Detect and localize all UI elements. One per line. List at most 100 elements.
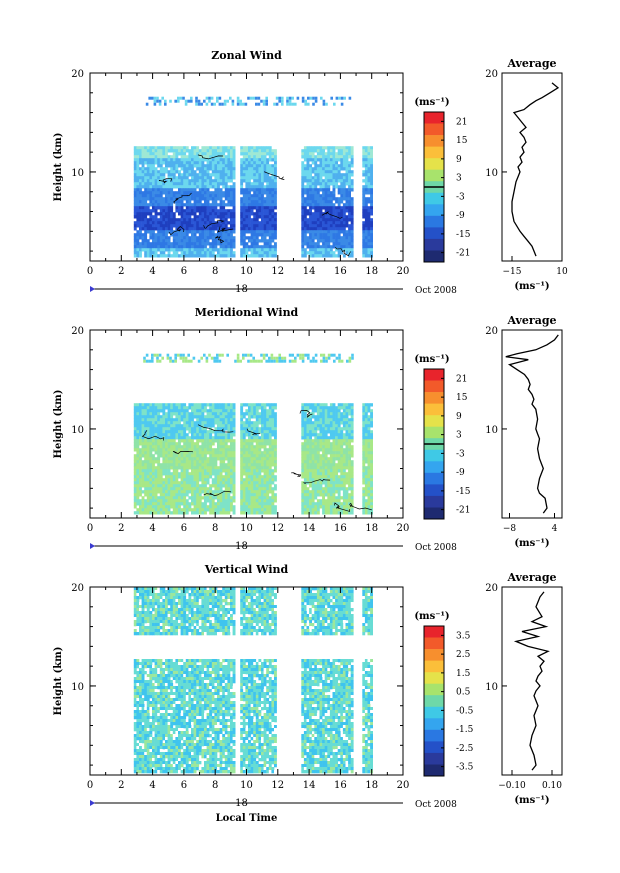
- data-cell: [311, 179, 315, 183]
- data-cell: [258, 155, 262, 159]
- data-cell: [248, 412, 251, 416]
- data-cell: [214, 194, 218, 198]
- data-cell: [144, 167, 148, 171]
- data-cell: [248, 463, 251, 467]
- data-cell: [170, 212, 174, 216]
- data-cell: [222, 412, 226, 416]
- data-cell: [196, 409, 200, 413]
- data-cell: [196, 439, 200, 443]
- data-cell: [139, 505, 142, 509]
- data-cell: [230, 251, 233, 255]
- data-cell: [165, 149, 168, 153]
- data-cell: [136, 203, 140, 207]
- data-cell: [139, 236, 142, 240]
- data-cell: [224, 421, 228, 425]
- data-cell: [364, 176, 368, 180]
- data-cell: [136, 403, 140, 407]
- data-cell: [159, 176, 163, 180]
- data-cell: [253, 149, 257, 153]
- data-cell: [204, 188, 207, 192]
- data-cell: [311, 403, 315, 407]
- data-cell: [222, 436, 226, 440]
- data-cell: [193, 481, 197, 485]
- data-cell: [309, 96, 313, 100]
- data-cell: [152, 182, 155, 186]
- data-cell: [191, 460, 194, 464]
- data-cell: [301, 430, 305, 434]
- data-cell: [332, 224, 336, 228]
- data-cell: [367, 164, 371, 168]
- data-cell: [367, 254, 371, 258]
- data-cell: [261, 475, 264, 479]
- data-cell: [191, 164, 194, 168]
- data-cell: [190, 96, 193, 100]
- data-cell: [193, 224, 197, 228]
- data-cell: [345, 191, 349, 195]
- data-cell: [250, 490, 254, 494]
- data-cell: [162, 493, 166, 497]
- data-cell: [162, 239, 166, 243]
- data-cell: [348, 194, 351, 198]
- data-cell: [154, 155, 158, 159]
- data-cell: [136, 472, 140, 476]
- data-cell: [206, 152, 210, 156]
- data-cell: [258, 182, 262, 186]
- data-cell: [311, 200, 315, 204]
- data-cell: [201, 442, 205, 446]
- data-cell: [183, 508, 187, 512]
- data-cell: [157, 427, 161, 431]
- data-cell: [136, 415, 140, 419]
- data-cell: [201, 496, 205, 500]
- data-cell: [319, 197, 323, 201]
- data-cell: [204, 203, 207, 207]
- data-cell: [139, 439, 142, 443]
- data-cell: [141, 173, 145, 177]
- data-cell: [180, 499, 184, 503]
- data-cell: [253, 233, 257, 237]
- data-cell: [178, 164, 181, 168]
- data-cell: [162, 161, 166, 165]
- data-cell: [136, 197, 140, 201]
- data-cell: [136, 194, 140, 198]
- data-cell: [162, 209, 166, 213]
- data-cell: [224, 487, 228, 491]
- data-cell: [271, 218, 275, 222]
- data-cell: [255, 487, 259, 491]
- data-cell: [309, 415, 312, 419]
- data-cell: [240, 212, 244, 216]
- data-cell: [165, 194, 168, 198]
- data-cell: [154, 197, 158, 201]
- data-cell: [258, 203, 262, 207]
- data-cell: [230, 179, 233, 183]
- data-cell: [191, 424, 194, 428]
- data-cell: [133, 245, 137, 249]
- data-cell: [268, 436, 272, 440]
- data-cell: [172, 161, 176, 165]
- data-cell: [263, 511, 267, 515]
- data-cell: [263, 239, 267, 243]
- data-cell: [214, 158, 218, 162]
- data-cell: [178, 475, 181, 479]
- data-cell: [314, 179, 318, 183]
- data-cell: [193, 430, 197, 434]
- data-cell: [139, 478, 142, 482]
- data-cell: [327, 436, 331, 440]
- data-cell: [172, 505, 176, 509]
- data-cell: [217, 478, 220, 482]
- data-cell: [327, 155, 331, 159]
- data-cell: [133, 403, 137, 407]
- data-cell: [141, 412, 145, 416]
- data-cell: [157, 415, 161, 419]
- data-cell: [332, 194, 336, 198]
- data-cell: [345, 415, 349, 419]
- data-cell: [136, 439, 140, 443]
- data-cell: [172, 469, 176, 473]
- data-cell: [364, 164, 368, 168]
- data-cell: [170, 442, 174, 446]
- data-cell: [146, 227, 150, 231]
- data-cell: [144, 403, 148, 407]
- data-cell: [303, 167, 307, 171]
- data-cell: [185, 451, 189, 455]
- data-cell: [197, 102, 201, 106]
- data-cell: [271, 499, 275, 503]
